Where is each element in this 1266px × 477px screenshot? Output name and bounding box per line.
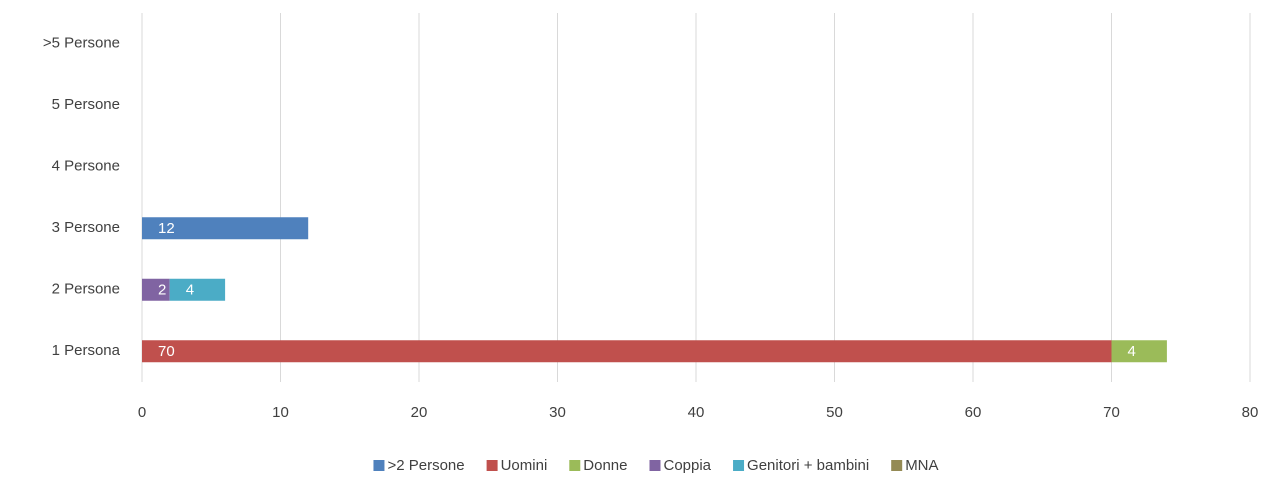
x-tick-label: 0 (138, 404, 146, 421)
legend-swatch (891, 460, 903, 471)
data-label: 12 (158, 220, 175, 237)
legend-swatch (649, 460, 661, 471)
x-tick-label: 50 (826, 404, 843, 421)
bar-segment (1111, 340, 1167, 363)
bar-segment (142, 340, 1112, 363)
bar-segment (142, 278, 170, 301)
y-tick-label: 2 Persone (52, 281, 120, 298)
x-tick-label: 10 (272, 404, 289, 421)
legend-swatch (373, 460, 385, 471)
x-tick-label: 70 (1103, 404, 1120, 421)
legend-swatch (486, 460, 498, 471)
y-tick-label: 4 Persone (52, 158, 120, 175)
x-tick-label: 20 (411, 404, 428, 421)
legend-swatch (733, 460, 745, 471)
legend: >2 Persone Uomini Donne Coppia Genitori + ba… (373, 457, 939, 474)
bar-segment (142, 217, 309, 240)
y-tick-label: >5 Persone (43, 35, 120, 52)
legend-label: Genitori + bambini (747, 457, 869, 474)
bar-segment (169, 278, 226, 301)
x-tick-label: 80 (1242, 404, 1259, 421)
legend-label: >2 Persone (387, 457, 464, 474)
data-label: 4 (186, 282, 194, 299)
y-tick-label: 3 Persone (52, 219, 120, 236)
data-label: 4 (1128, 343, 1136, 360)
legend-label: Donne (583, 457, 627, 474)
y-tick-label: 5 Persone (52, 96, 120, 113)
x-tick-label: 60 (965, 404, 982, 421)
x-tick-label: 30 (549, 404, 566, 421)
legend-label: MNA (905, 457, 938, 474)
data-label: 2 (158, 282, 166, 299)
legend-swatch (569, 460, 581, 471)
y-tick-label: 1 Persona (52, 342, 121, 359)
legend-label: Coppia (663, 457, 711, 474)
x-tick-label: 40 (688, 404, 705, 421)
legend-label: Uomini (501, 457, 548, 474)
data-label: 70 (158, 343, 175, 360)
